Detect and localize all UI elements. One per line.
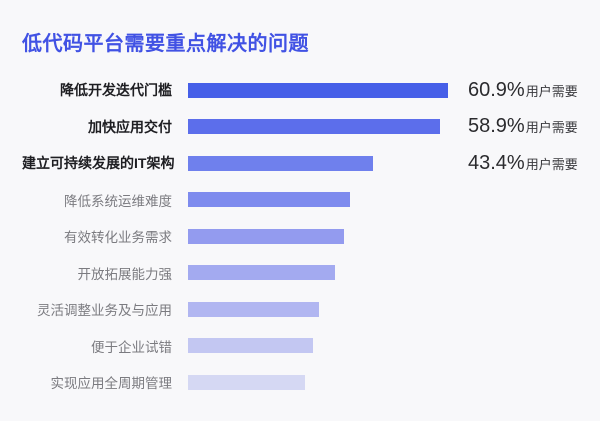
value-percent: 60.9% xyxy=(468,78,525,101)
category-label: 实现应用全周期管理 xyxy=(50,376,173,392)
bar-row: 灵活调整业务及与应用 xyxy=(22,291,578,328)
page-title: 低代码平台需要重点解决的问题 xyxy=(22,33,309,55)
bar xyxy=(188,265,335,281)
bar-row: 便于企业试错 xyxy=(22,328,578,365)
bar-track xyxy=(188,119,460,135)
bar-row: 加快应用交付 58.9% 用户需要 xyxy=(22,109,578,146)
category-label: 灵活调整业务及与应用 xyxy=(37,303,172,319)
value-suffix: 用户需要 xyxy=(525,156,578,172)
bar-row: 开放拓展能力强 xyxy=(22,255,578,292)
category-label: 降低开发迭代门槛 xyxy=(60,82,172,99)
value-suffix: 用户需要 xyxy=(525,120,578,136)
bar-row: 有效转化业务需求 xyxy=(22,218,578,255)
bar xyxy=(188,301,319,317)
bar-track xyxy=(188,82,460,98)
bar xyxy=(188,82,448,98)
bar xyxy=(188,155,373,171)
category-label: 有效转化业务需求 xyxy=(64,230,172,246)
bar-row: 降低开发迭代门槛 60.9% 用户需要 xyxy=(22,72,578,109)
bar-row: 实现应用全周期管理 xyxy=(22,364,578,401)
value-label: 58.9% 用户需要 xyxy=(468,115,578,138)
bar-track xyxy=(188,228,460,244)
category-label: 加快应用交付 xyxy=(88,118,172,135)
category-label: 便于企业试错 xyxy=(91,339,172,355)
bar-row: 建立可持续发展的IT架构 43.4% 用户需要 xyxy=(22,145,578,182)
bar xyxy=(188,374,305,390)
bar-track xyxy=(188,192,460,208)
bar xyxy=(188,119,440,135)
bar xyxy=(188,192,350,208)
bar-track xyxy=(188,374,460,390)
bar-rows: 降低开发迭代门槛 60.9% 用户需要 加快应用交付 58.9% 用户需要 建立可持续发展的… xyxy=(22,72,578,401)
category-label: 降低系统运维难度 xyxy=(64,193,172,209)
value-percent: 43.4% xyxy=(468,151,525,174)
value-label: 43.4% 用户需要 xyxy=(468,152,578,175)
value-label: 60.9% 用户需要 xyxy=(468,79,578,102)
bar-track xyxy=(188,338,460,354)
bar-row: 降低系统运维难度 xyxy=(22,182,578,219)
category-label: 开放拓展能力强 xyxy=(77,266,173,282)
value-percent: 58.9% xyxy=(468,115,525,138)
bar xyxy=(188,338,313,354)
bar-track xyxy=(188,265,460,281)
category-label: 建立可持续发展的IT架构 xyxy=(22,155,175,172)
bar-track xyxy=(188,301,460,317)
bar-track xyxy=(188,155,460,171)
value-suffix: 用户需要 xyxy=(525,83,578,99)
bar xyxy=(188,228,344,244)
